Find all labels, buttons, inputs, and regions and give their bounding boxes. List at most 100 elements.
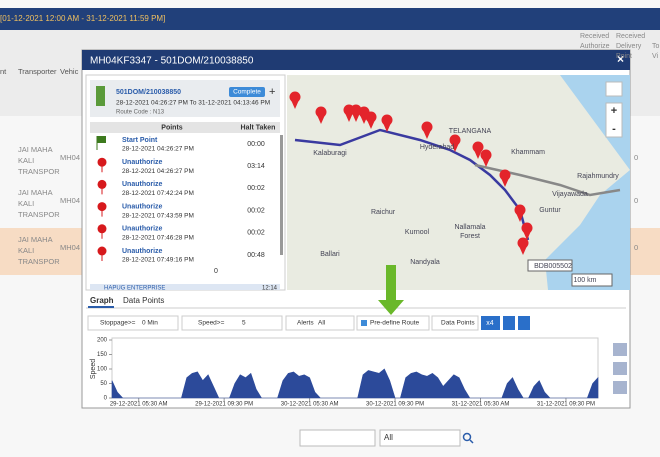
column-header: Transporter (18, 67, 57, 76)
map-pin (516, 213, 524, 222)
transporter: JAI MAHA (18, 145, 53, 154)
refresh-button[interactable] (518, 316, 530, 330)
next-group (90, 284, 280, 290)
nav-button[interactable] (613, 362, 627, 375)
route-toggle[interactable] (356, 315, 430, 331)
map-pin (291, 100, 299, 109)
map-pin (381, 114, 393, 126)
map-pin (523, 231, 531, 240)
map-label: Kalaburagi (313, 150, 347, 157)
point-name: Unauthorize (122, 159, 163, 166)
halt-time: 03:14 (247, 163, 265, 170)
top-bar (0, 8, 660, 30)
column-header: To (652, 43, 660, 50)
route (294, 128, 530, 241)
status-badge (229, 87, 265, 97)
zoom-out[interactable]: - (612, 123, 616, 135)
map-pin (352, 113, 360, 122)
control-label: x4 (486, 320, 494, 327)
nav-button[interactable] (613, 381, 627, 394)
point-time: 28-12-2021 07:42:24 PM (122, 190, 194, 197)
pin-icon (97, 224, 107, 234)
map-label: Nallamala (454, 224, 485, 231)
speed-button[interactable] (481, 316, 500, 330)
transporter: JAI MAHA (18, 188, 53, 197)
flag-icon (97, 136, 106, 143)
transporter: KALI (18, 246, 34, 255)
map-label: Forest (460, 233, 480, 240)
route-code: Route Code : N13 (116, 110, 165, 116)
x-tick-label: 29-12-2021 09:30 PM (195, 402, 253, 408)
map-pin (449, 134, 461, 146)
map-label: Khammam (511, 149, 545, 156)
map-label: Rajahmundry (577, 173, 619, 180)
modal-title: MH04KF3347 - 501DOM/210038850 (90, 56, 254, 67)
map-pin (289, 91, 301, 103)
scrollbar[interactable] (280, 135, 283, 255)
map-pin (365, 111, 377, 123)
status: Complete (233, 89, 261, 96)
speed-filter[interactable] (181, 315, 283, 331)
point-time: 28-12-2021 07:43:59 PM (122, 212, 194, 219)
halt-time: 00:00 (247, 141, 265, 148)
map-pin (315, 106, 327, 118)
nav-button[interactable] (613, 343, 627, 356)
count: 0 (634, 243, 638, 252)
column: Halt Taken (241, 124, 276, 131)
y-tick-label: 200 (97, 338, 108, 344)
map-pins (289, 91, 533, 255)
x-tick-label: 31-12-2021 05:30 AM (452, 402, 510, 408)
point-name: Unauthorize (122, 181, 163, 188)
point-time: 28-12-2021 04:26:27 PM (122, 168, 194, 175)
column-header: Received (580, 33, 609, 40)
map-label: Nandyala (410, 259, 440, 266)
add-button[interactable]: + (269, 86, 275, 98)
y-axis-label: Speed (90, 359, 97, 379)
point-name: Unauthorize (122, 203, 163, 210)
point-name: Start Point (122, 137, 158, 144)
alerts-filter[interactable] (285, 315, 355, 331)
map-label: Hyderabad (420, 144, 454, 151)
zoom-in[interactable]: + (611, 105, 617, 117)
pin-icon (97, 246, 107, 256)
count: 0 (634, 196, 638, 205)
transporter: TRANSPOR (18, 210, 60, 219)
filter-select[interactable] (379, 429, 461, 447)
map-pin (521, 222, 533, 234)
map-pin (345, 113, 353, 122)
map-layer-button[interactable] (605, 81, 623, 97)
x-tick-label: 30-12-2021 05:30 AM (281, 402, 339, 408)
next-group: HAPUG ENTERPRISE (104, 286, 165, 292)
modal: MH04KF3347 - 501DOM/210038850 × + + - (81, 49, 631, 409)
search-input[interactable] (299, 429, 376, 447)
speed-area (111, 368, 599, 399)
points-toggle[interactable] (431, 315, 479, 331)
x-tick-label: 31-12-2021 09:30 PM (537, 402, 595, 408)
point-time: 28-12-2021 07:49:16 PM (122, 257, 194, 264)
y-tick-label: 50 (100, 381, 107, 387)
map-label: 100 km (574, 277, 597, 284)
map-pin (423, 130, 431, 139)
stoppage-filter[interactable] (87, 315, 179, 331)
filter-value: All (384, 433, 393, 442)
search-icon[interactable] (462, 432, 472, 442)
checkbox-checked[interactable] (361, 320, 367, 326)
column-header: Point (616, 53, 632, 60)
map-label: TELANGANA (449, 128, 492, 135)
map-pin (517, 237, 529, 249)
control-label: All (318, 320, 326, 327)
point-name: Unauthorize (122, 248, 163, 255)
pin-icon (97, 157, 107, 167)
play-button[interactable] (503, 316, 515, 330)
search-icon (469, 439, 474, 444)
map-pin (519, 246, 527, 255)
zoom-control[interactable] (605, 102, 623, 138)
map-pin (501, 178, 509, 187)
map-label: Raichur (371, 209, 396, 216)
control-label: Stoppage>= (100, 320, 136, 327)
transporter: JAI MAHA (18, 235, 53, 244)
column-header: Received (616, 33, 645, 40)
pin-icon (97, 179, 107, 189)
transporter: TRANSPOR (18, 257, 60, 266)
close-button[interactable]: × (617, 52, 624, 66)
